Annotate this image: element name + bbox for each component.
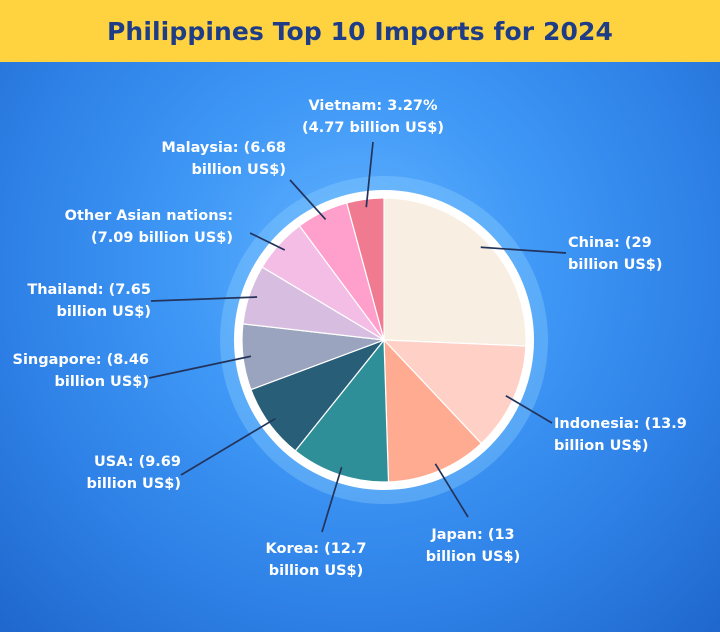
- slice-label-vietnam: Vietnam: 3.27% (4.77 billion US$): [302, 98, 444, 136]
- slice-label-line-indonesia-1: Indonesia: (13.9: [554, 416, 687, 432]
- leader-line-thailand: [150, 296, 258, 302]
- slice-label-line-malaysia-1: Malaysia: (6.68: [161, 140, 286, 156]
- slice-label-line-china-1: China: (29: [568, 235, 652, 251]
- slice-label-thailand: Thailand: (7.65 billion US$): [27, 282, 151, 320]
- slice-labels: China: (29 billion US$) Indonesia: (13.9 bi…: [13, 98, 687, 579]
- leader-line-other-asian-nations: [249, 232, 286, 251]
- leader-line-korea: [321, 466, 343, 533]
- leader-line-vietnam: [365, 141, 374, 208]
- slice-label-line-malaysia-2: billion US$): [191, 162, 286, 178]
- slice-label-japan: Japan: (13 billion US$): [426, 527, 521, 565]
- slice-label-line-korea-2: billion US$): [269, 563, 364, 579]
- slice-label-line-other-asian-nations-2: (7.09 billion US$): [91, 230, 233, 246]
- pie-slice-vietnam: [346, 197, 385, 341]
- chart-title: Philippines Top 10 Imports for 2024: [107, 16, 613, 46]
- title-bar: Philippines Top 10 Imports for 2024: [0, 0, 720, 62]
- leader-line-singapore: [148, 355, 252, 379]
- slice-label-line-vietnam-1: Vietnam: 3.27%: [308, 98, 438, 114]
- pie-slice-japan: [383, 338, 483, 483]
- leader-line-china: [480, 246, 567, 254]
- slice-label-line-usa-1: USA: (9.69: [94, 454, 181, 470]
- slice-label-line-indonesia-2: billion US$): [554, 438, 649, 454]
- slice-label-line-singapore-1: Singapore: (8.46: [13, 352, 149, 368]
- slice-label-korea: Korea: (12.7 billion US$): [266, 541, 367, 579]
- leader-line-malaysia: [289, 179, 327, 220]
- slice-label-line-thailand-1: Thailand: (7.65: [27, 282, 151, 298]
- pie-slices: [241, 197, 527, 483]
- slice-label-line-usa-2: billion US$): [86, 476, 181, 492]
- slice-label-line-singapore-2: billion US$): [54, 374, 149, 390]
- leader-lines: [148, 141, 567, 533]
- slice-label-line-vietnam-2: (4.77 billion US$): [302, 120, 444, 136]
- slice-label-singapore: Singapore: (8.46 billion US$): [13, 352, 149, 390]
- slice-label-line-other-asian-nations-1: Other Asian nations:: [65, 208, 233, 224]
- leader-line-indonesia: [505, 395, 553, 424]
- slice-label-line-korea-1: Korea: (12.7: [266, 541, 367, 557]
- slice-label-line-thailand-2: billion US$): [56, 304, 151, 320]
- slice-label-usa: USA: (9.69 billion US$): [86, 454, 181, 492]
- slice-label-line-japan-1: Japan: (13: [430, 527, 514, 543]
- slice-label-line-china-2: billion US$): [568, 257, 663, 273]
- slice-label-other-asian-nations: Other Asian nations: (7.09 billion US$): [65, 208, 233, 246]
- leader-line-japan: [434, 463, 469, 518]
- slice-label-line-japan-2: billion US$): [426, 549, 521, 565]
- pie-slice-china: [383, 197, 527, 347]
- slice-label-malaysia: Malaysia: (6.68 billion US$): [161, 140, 286, 178]
- slice-label-indonesia: Indonesia: (13.9 billion US$): [554, 416, 687, 454]
- leader-line-usa: [180, 417, 276, 476]
- slice-label-china: China: (29 billion US$): [568, 235, 663, 273]
